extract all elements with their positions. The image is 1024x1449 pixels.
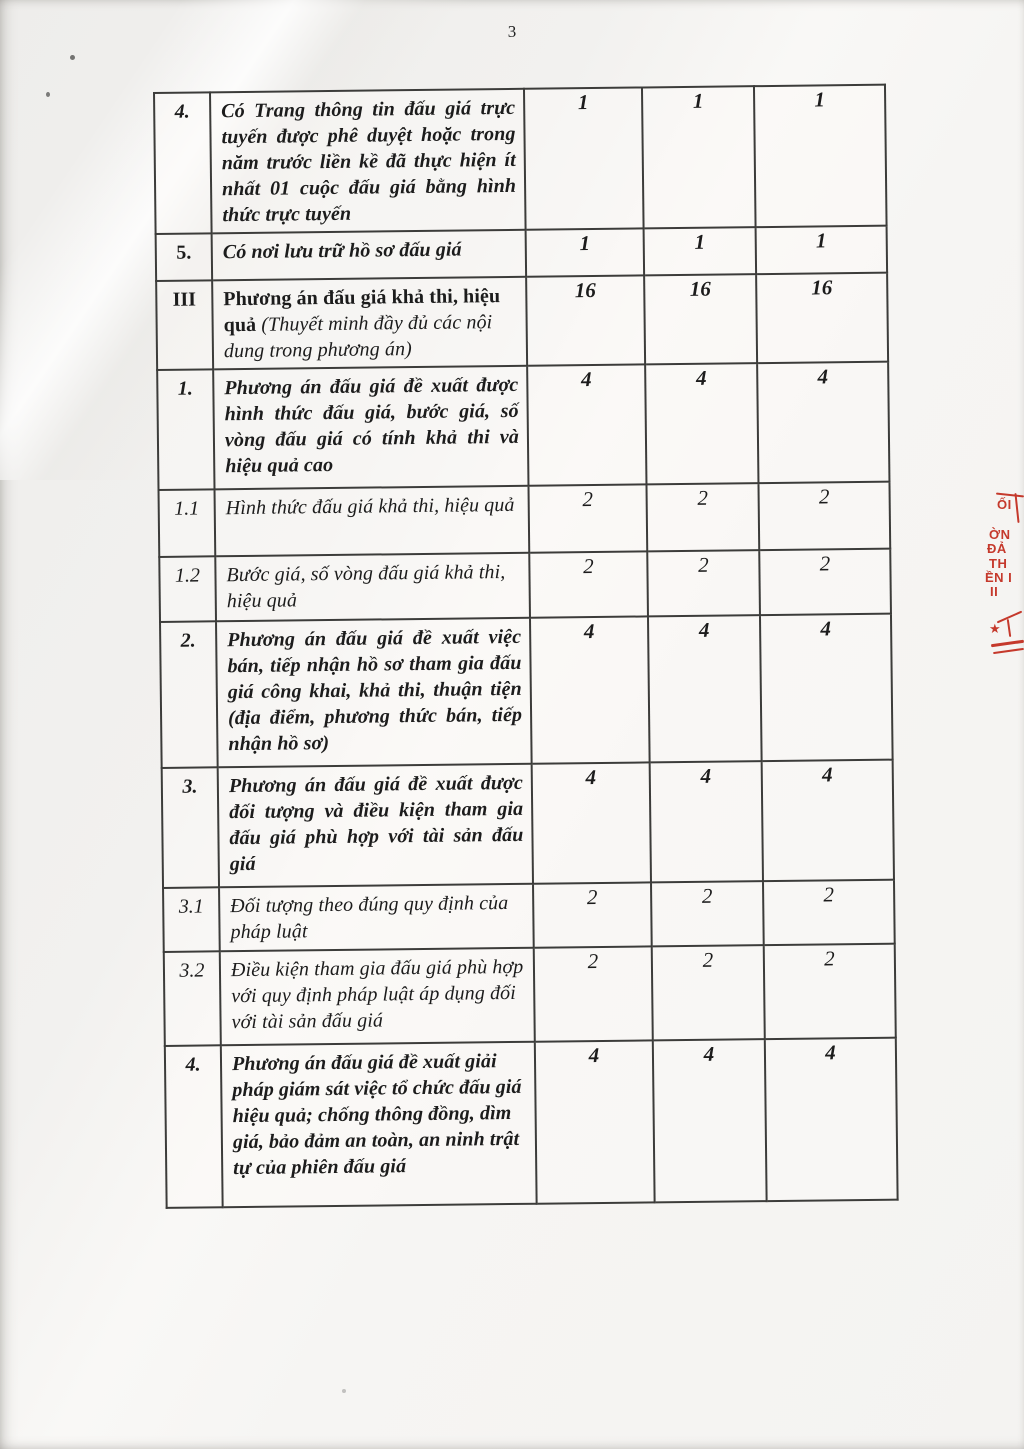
stamp-text-fragment: TH — [989, 556, 1008, 571]
score-cell: 4 — [534, 1040, 655, 1204]
row-number-cell: 3.1 — [163, 887, 220, 952]
table-row: 4. Phương án đấu giá đề xuất giải pháp g… — [164, 1037, 898, 1208]
score-cell: 2 — [763, 943, 896, 1040]
row-number-cell: 4. — [164, 1045, 223, 1208]
score-cell: 4 — [764, 1037, 898, 1202]
score-cell: 2 — [758, 481, 891, 551]
criteria-text-cell: Điều kiện tham gia đấu giá phù hợp với q… — [219, 947, 535, 1046]
stamp-text-fragment: ỐI — [997, 497, 1012, 512]
score-cell: 16 — [644, 274, 758, 365]
score-cell: 4 — [759, 613, 893, 762]
score-cell: 4 — [649, 761, 763, 883]
table-row: 3.1 Đối tượng theo đúng quy định của phá… — [163, 879, 895, 952]
score-cell: 4 — [531, 762, 651, 884]
score-cell: 4 — [761, 759, 894, 882]
table-row: 5. Có nơi lưu trữ hồ sơ đấu giá 1 1 1 — [155, 225, 888, 281]
stamp-line — [990, 639, 1024, 648]
row-number-cell: III — [156, 280, 214, 370]
score-cell: 1 — [523, 87, 644, 230]
row-number-cell: 1. — [157, 369, 215, 490]
score-cell: 2 — [529, 551, 648, 618]
ink-speck — [342, 1389, 346, 1393]
score-cell: 2 — [651, 945, 765, 1041]
stamp-line — [1006, 618, 1012, 638]
criteria-text-cell: Hình thức đấu giá khả thi, hiệu quả — [214, 485, 530, 557]
row-number-cell: 4. — [154, 92, 212, 234]
score-cell: 2 — [533, 946, 653, 1042]
row-number-cell: 3. — [161, 767, 220, 888]
table-row: 2. Phương án đấu giá đề xuất việc bán, t… — [160, 613, 893, 768]
score-cell: 1 — [755, 225, 888, 275]
criteria-table: 4. Có Trang thông tin đấu giá trực tuyến… — [153, 83, 899, 1209]
score-cell: 4 — [647, 615, 762, 763]
criteria-table-grid: 4. Có Trang thông tin đấu giá trực tuyến… — [153, 83, 899, 1209]
score-cell: 1 — [643, 227, 757, 276]
score-cell: 4 — [652, 1039, 767, 1203]
criteria-text-cell: Bước giá, số vòng đấu giá khả thi, hiệu … — [215, 552, 530, 622]
table-row: III Phương án đấu giá khả thi, hiệu quả … — [156, 272, 889, 370]
stamp-line — [1014, 492, 1020, 524]
table-row: 1.1 Hình thức đấu giá khả thi, hiệu quả … — [158, 481, 891, 557]
criteria-text-cell: Phương án đấu giá đề xuất việc bán, tiếp… — [216, 617, 532, 768]
stamp-text-fragment: ỜN — [989, 527, 1011, 542]
ink-speck — [46, 92, 50, 97]
row-number-cell: 5. — [155, 233, 213, 281]
ink-speck — [70, 55, 75, 60]
section-note: (Thuyết minh đầy đủ các nội dung trong p… — [223, 311, 493, 363]
table-row: 1. Phương án đấu giá đề xuất được hình t… — [157, 361, 890, 490]
score-cell: 16 — [526, 275, 646, 366]
score-cell: 4 — [529, 616, 650, 764]
criteria-text-cell: Phương án đấu giá khả thi, hiệu quả (Thu… — [212, 276, 528, 370]
red-stamp: ỐI ỜN ĐẢ TH ỀN I II ★ — [984, 490, 1024, 662]
score-cell: 2 — [528, 484, 648, 553]
row-number-cell: 1.1 — [158, 489, 216, 557]
score-cell: 2 — [759, 548, 891, 616]
stamp-text-fragment: ĐẢ — [987, 541, 1007, 556]
score-cell: 1 — [753, 84, 887, 228]
row-number-cell: 3.2 — [163, 951, 221, 1046]
stamp-line — [996, 610, 1023, 624]
score-cell: 1 — [641, 86, 756, 229]
score-cell: 2 — [533, 882, 652, 948]
row-number-cell: 1.2 — [159, 556, 217, 622]
score-cell: 16 — [756, 272, 889, 364]
criteria-text-cell: Phương án đấu giá đề xuất được hình thức… — [213, 365, 529, 490]
row-number-cell: 2. — [160, 621, 218, 768]
stamp-text-fragment: ỀN I — [985, 570, 1013, 585]
score-cell: 2 — [650, 881, 764, 947]
score-cell: 2 — [647, 550, 760, 617]
stamp-line — [995, 492, 1024, 498]
stamp-star-icon: ★ — [989, 621, 1002, 636]
criteria-text-cell: Đối tượng theo đúng quy định của pháp lu… — [219, 883, 534, 952]
criteria-text-cell: Phương án đấu giá đề xuất được đối tượng… — [217, 763, 534, 888]
table-row: 3.2 Điều kiện tham gia đấu giá phù hợp v… — [163, 943, 896, 1046]
table-row: 3. Phương án đấu giá đề xuất được đối tư… — [161, 759, 894, 888]
score-cell: 2 — [762, 879, 895, 946]
criteria-text-cell: Có nơi lưu trữ hồ sơ đấu giá — [211, 229, 527, 281]
score-cell: 2 — [646, 483, 760, 552]
score-cell: 4 — [645, 363, 759, 485]
criteria-text-cell: Phương án đấu giá đề xuất giải pháp giám… — [220, 1041, 537, 1208]
page-number: 3 — [507, 22, 517, 41]
table-row: 4. Có Trang thông tin đấu giá trực tuyến… — [154, 84, 887, 234]
score-cell: 1 — [525, 228, 645, 277]
score-cell: 4 — [527, 364, 647, 486]
criteria-text-cell: Có Trang thông tin đấu giá trực tuyến đư… — [210, 88, 526, 234]
score-cell: 4 — [757, 361, 890, 484]
stamp-line — [993, 647, 1024, 655]
table-row: 1.2 Bước giá, số vòng đấu giá khả thi, h… — [159, 548, 891, 622]
stamp-text-fragment: II — [990, 584, 999, 599]
